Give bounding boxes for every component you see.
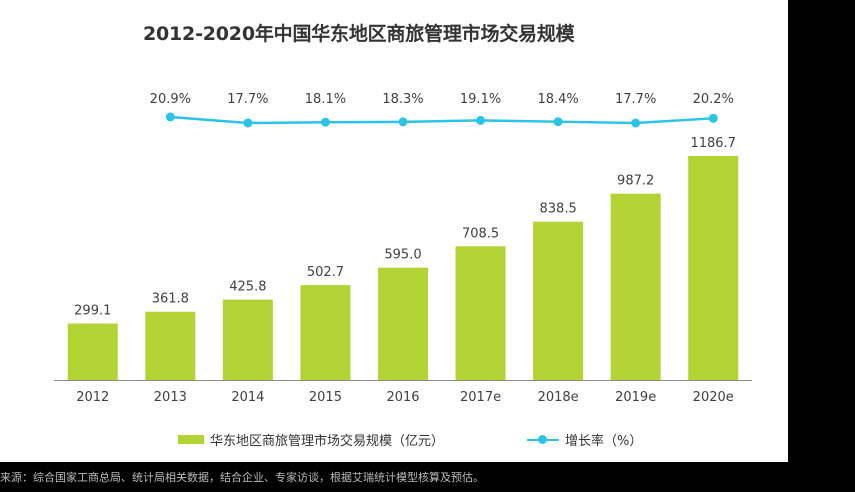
x-tick-label-2013: 2013 (154, 390, 187, 405)
bar-value-label-2013: 361.8 (152, 292, 189, 307)
legend-bar-swatch (178, 435, 204, 444)
growth-point-2020e (708, 113, 718, 123)
chart-plot: 299.1 361.8 425.8 502.7 595.0 708.5 838.5 987.2… (54, 92, 752, 405)
bar-2015 (300, 285, 351, 380)
growth-point-2015 (320, 117, 330, 127)
bar-value-label-2016: 595.0 (384, 248, 421, 263)
growth-point-2019e (631, 118, 641, 128)
growth-point-2014 (243, 118, 253, 128)
growth-point-2013 (165, 112, 175, 122)
legend-line-swatch (527, 434, 559, 445)
legend-item-bar: 华东地区商旅管理市场交易规模（亿元） (178, 430, 444, 449)
growth-label-2013: 20.9% (150, 92, 191, 107)
growth-label-2018e: 18.4% (537, 92, 578, 107)
x-tick-label-2016: 2016 (386, 390, 419, 405)
x-tick-label-2018e: 2018e (538, 390, 579, 405)
bar-value-label-2018e: 838.5 (540, 202, 577, 217)
bar-value-label-2015: 502.7 (307, 265, 344, 280)
growth-label-2016: 18.3% (382, 92, 423, 107)
bar-2016 (378, 267, 428, 380)
legend-bar-label: 华东地区商旅管理市场交易规模（亿元） (210, 434, 445, 449)
bar-2019e (610, 193, 661, 380)
x-tick-label-2014: 2014 (231, 390, 264, 405)
bar-2013 (145, 311, 196, 380)
growth-point-2017e (476, 115, 486, 125)
growth-label-2017e: 19.1% (460, 92, 501, 107)
source-note: 来源：综合国家工商总局、统计局相关数据，结合企业、专家访谈，根据艾瑞统计模型核算… (0, 471, 484, 484)
x-tick-label-2017e: 2017e (460, 390, 501, 405)
bar-2017e (455, 246, 506, 380)
growth-label-2020e: 20.2% (693, 92, 734, 107)
bar-2014 (222, 299, 273, 380)
growth-rate-line (170, 115, 714, 125)
bar-value-label-2014: 425.8 (229, 280, 266, 295)
growth-point-2018e (553, 117, 563, 127)
legend-line-label: 增长率（%） (565, 434, 643, 449)
x-tick-label-2012: 2012 (76, 390, 109, 405)
growth-label-2015: 18.1% (305, 92, 346, 107)
bar-2020e (688, 156, 739, 380)
chart-title: 2012-2020年中国华东地区商旅管理市场交易规模 (143, 23, 575, 45)
chart-canvas: 2012-2020年中国华东地区商旅管理市场交易规模 299.1 361.8 425… (0, 0, 788, 462)
legend-item-line: 增长率（%） (527, 430, 642, 449)
chart-legend: 华东地区商旅管理市场交易规模（亿元） 增长率（%） (0, 430, 788, 450)
bar-2012 (67, 323, 118, 380)
x-tick-label-2019e: 2019e (615, 390, 656, 405)
x-tick-label-2020e: 2020e (693, 390, 734, 405)
bar-value-label-2017e: 708.5 (462, 226, 499, 241)
bar-2018e (533, 221, 584, 380)
growth-label-2014: 17.7% (227, 92, 268, 107)
x-tick-label-2015: 2015 (309, 390, 342, 405)
bar-value-label-2012: 299.1 (74, 304, 111, 319)
growth-label-2019e: 17.7% (615, 92, 656, 107)
bar-value-label-2020e: 1186.7 (690, 136, 736, 151)
growth-point-2016 (398, 117, 408, 127)
bar-value-label-2019e: 987.2 (617, 174, 654, 189)
